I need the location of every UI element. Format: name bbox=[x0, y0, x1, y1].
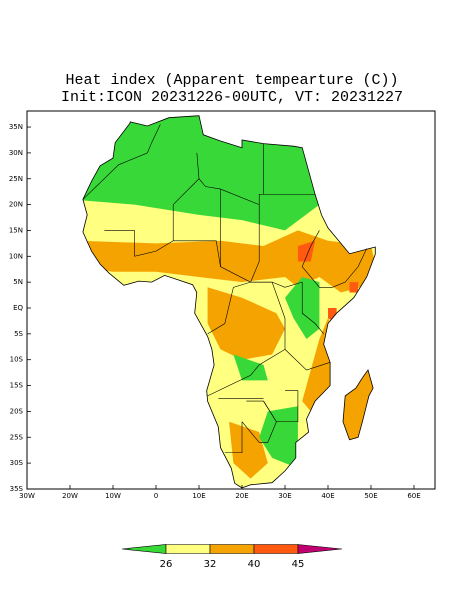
lat-label: 5S bbox=[14, 330, 23, 338]
border bbox=[104, 230, 303, 288]
lon-label: 20W bbox=[62, 492, 78, 500]
border bbox=[172, 178, 200, 241]
colorbar-segment bbox=[253, 544, 299, 554]
heat-zone bbox=[207, 287, 285, 360]
title-line: Heat index (Apparent tempearture (C)) bbox=[65, 72, 398, 89]
border bbox=[284, 349, 331, 371]
border bbox=[241, 400, 277, 443]
lat-label: 5N bbox=[13, 278, 23, 286]
lon-label: 10W bbox=[105, 492, 121, 500]
lon-label: 10E bbox=[192, 492, 205, 500]
border bbox=[301, 230, 367, 288]
border bbox=[82, 124, 161, 200]
lat-label: 30S bbox=[10, 459, 24, 467]
subtitle-line: Init:ICON 20231226-00UTC, VT: 20231227 bbox=[61, 89, 403, 106]
border bbox=[246, 390, 299, 423]
lon-label: 40E bbox=[321, 492, 334, 500]
lat-label: 20S bbox=[10, 407, 24, 415]
colorbar-label: 40 bbox=[248, 559, 261, 570]
lat-label: 25N bbox=[9, 175, 23, 183]
colorbar-label: 45 bbox=[292, 559, 305, 570]
lat-label: 20N bbox=[9, 201, 23, 209]
lat-label: 10S bbox=[10, 356, 24, 364]
colorbar-segment bbox=[121, 544, 167, 554]
lat-label: 30N bbox=[9, 149, 23, 157]
heat-zone bbox=[229, 421, 268, 479]
colorbar-segment bbox=[165, 544, 211, 554]
lat-label: EQ bbox=[13, 304, 23, 312]
lon-label: 30W bbox=[19, 492, 35, 500]
colorbar-label: 32 bbox=[204, 559, 217, 570]
lon-label: 0 bbox=[154, 492, 158, 500]
heat-zone bbox=[349, 282, 359, 293]
lat-label: 25S bbox=[10, 433, 24, 441]
axis-labels: 35N 30N 25N 20N 15N 10N 5N EQ 5S 10S 15S 20S 25S 30S 3… bbox=[9, 123, 421, 500]
lon-label: 30E bbox=[278, 492, 291, 500]
lat-label: 15S bbox=[10, 382, 24, 390]
colorbar-segment bbox=[209, 544, 255, 554]
lon-label: 60E bbox=[407, 492, 420, 500]
lat-label: 35N bbox=[9, 123, 23, 131]
heat-zone bbox=[233, 354, 268, 381]
border bbox=[250, 204, 260, 283]
lat-label: 10N bbox=[9, 252, 23, 260]
lat-label: 15N bbox=[9, 226, 23, 234]
colorbar-segment bbox=[297, 544, 343, 554]
colorbar-label: 26 bbox=[160, 559, 173, 570]
border bbox=[196, 143, 264, 206]
heat-zone bbox=[336, 359, 376, 464]
border bbox=[301, 282, 324, 335]
border bbox=[207, 281, 286, 397]
colorbar: 26 32 40 45 bbox=[121, 544, 343, 570]
lon-label: 20E bbox=[235, 492, 248, 500]
lon-label: 50E bbox=[364, 492, 377, 500]
border bbox=[224, 421, 243, 454]
lat-label: 35S bbox=[10, 485, 24, 493]
map-frame bbox=[26, 110, 436, 490]
coastline bbox=[82, 115, 376, 489]
